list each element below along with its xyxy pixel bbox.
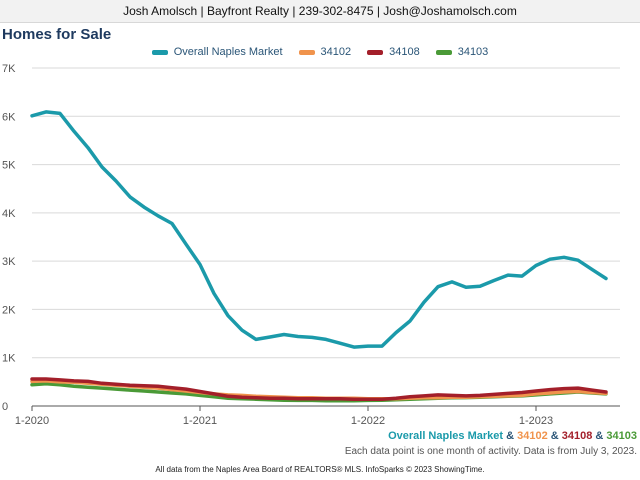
legend-swatch-34108 <box>367 49 384 55</box>
series-line-overall-naples-market <box>30 110 608 349</box>
legend-item-34103[interactable]: 34103 <box>435 46 489 58</box>
x-tick-label: 1-2020 <box>15 415 49 427</box>
series-line-34108 <box>30 377 608 401</box>
caption-34103: 34103 <box>606 430 637 442</box>
series-caption: Overall Naples Market & 34102 & 34108 & … <box>388 430 637 442</box>
legend-swatch-34102 <box>298 49 315 55</box>
legend-item-34102[interactable]: 34102 <box>298 46 352 58</box>
legend-item-overall[interactable]: Overall Naples Market <box>151 46 283 58</box>
caption-sep-1: & <box>503 430 518 442</box>
legend-swatch-overall <box>151 49 168 55</box>
y-tick-label: 5K <box>2 160 16 172</box>
y-tick-label: 1K <box>2 353 16 365</box>
data-note: Each data point is one month of activity… <box>344 446 637 457</box>
legend-label-34108: 34108 <box>389 46 420 58</box>
caption-sep-2: & <box>547 430 562 442</box>
y-tick-label: 4K <box>2 208 16 220</box>
caption-34108: 34108 <box>561 430 593 442</box>
legend-label-overall: Overall Naples Market <box>173 46 283 58</box>
legend-swatch-34103 <box>435 49 452 55</box>
y-tick-label: 7K <box>2 63 16 75</box>
caption-overall: Overall Naples Market <box>388 430 504 442</box>
legend-label-34102: 34102 <box>320 46 352 58</box>
y-tick-label: 3K <box>2 256 16 268</box>
chart-legend: Overall Naples Market 34102 34108 34103 <box>0 46 640 58</box>
header-bar: Josh Amolsch | Bayfront Realty | 239-302… <box>0 0 640 23</box>
y-tick-label: 6K <box>2 111 16 123</box>
x-tick-label: 1-2021 <box>183 415 217 427</box>
x-tick-label: 1-2023 <box>519 415 553 427</box>
page-title: Homes for Sale <box>2 26 112 43</box>
caption-sep-3: & <box>592 430 607 442</box>
x-tick-label: 1-2022 <box>351 415 385 427</box>
contact-line: Josh Amolsch | Bayfront Realty | 239-302… <box>123 4 517 18</box>
legend-item-34108[interactable]: 34108 <box>367 46 420 58</box>
y-tick-label: 0 <box>2 401 8 413</box>
footer-credit: All data from the Naples Area Board of R… <box>155 465 485 474</box>
legend-label-34103: 34103 <box>457 46 489 58</box>
caption-34102: 34102 <box>517 430 548 442</box>
y-tick-label: 2K <box>2 304 16 316</box>
